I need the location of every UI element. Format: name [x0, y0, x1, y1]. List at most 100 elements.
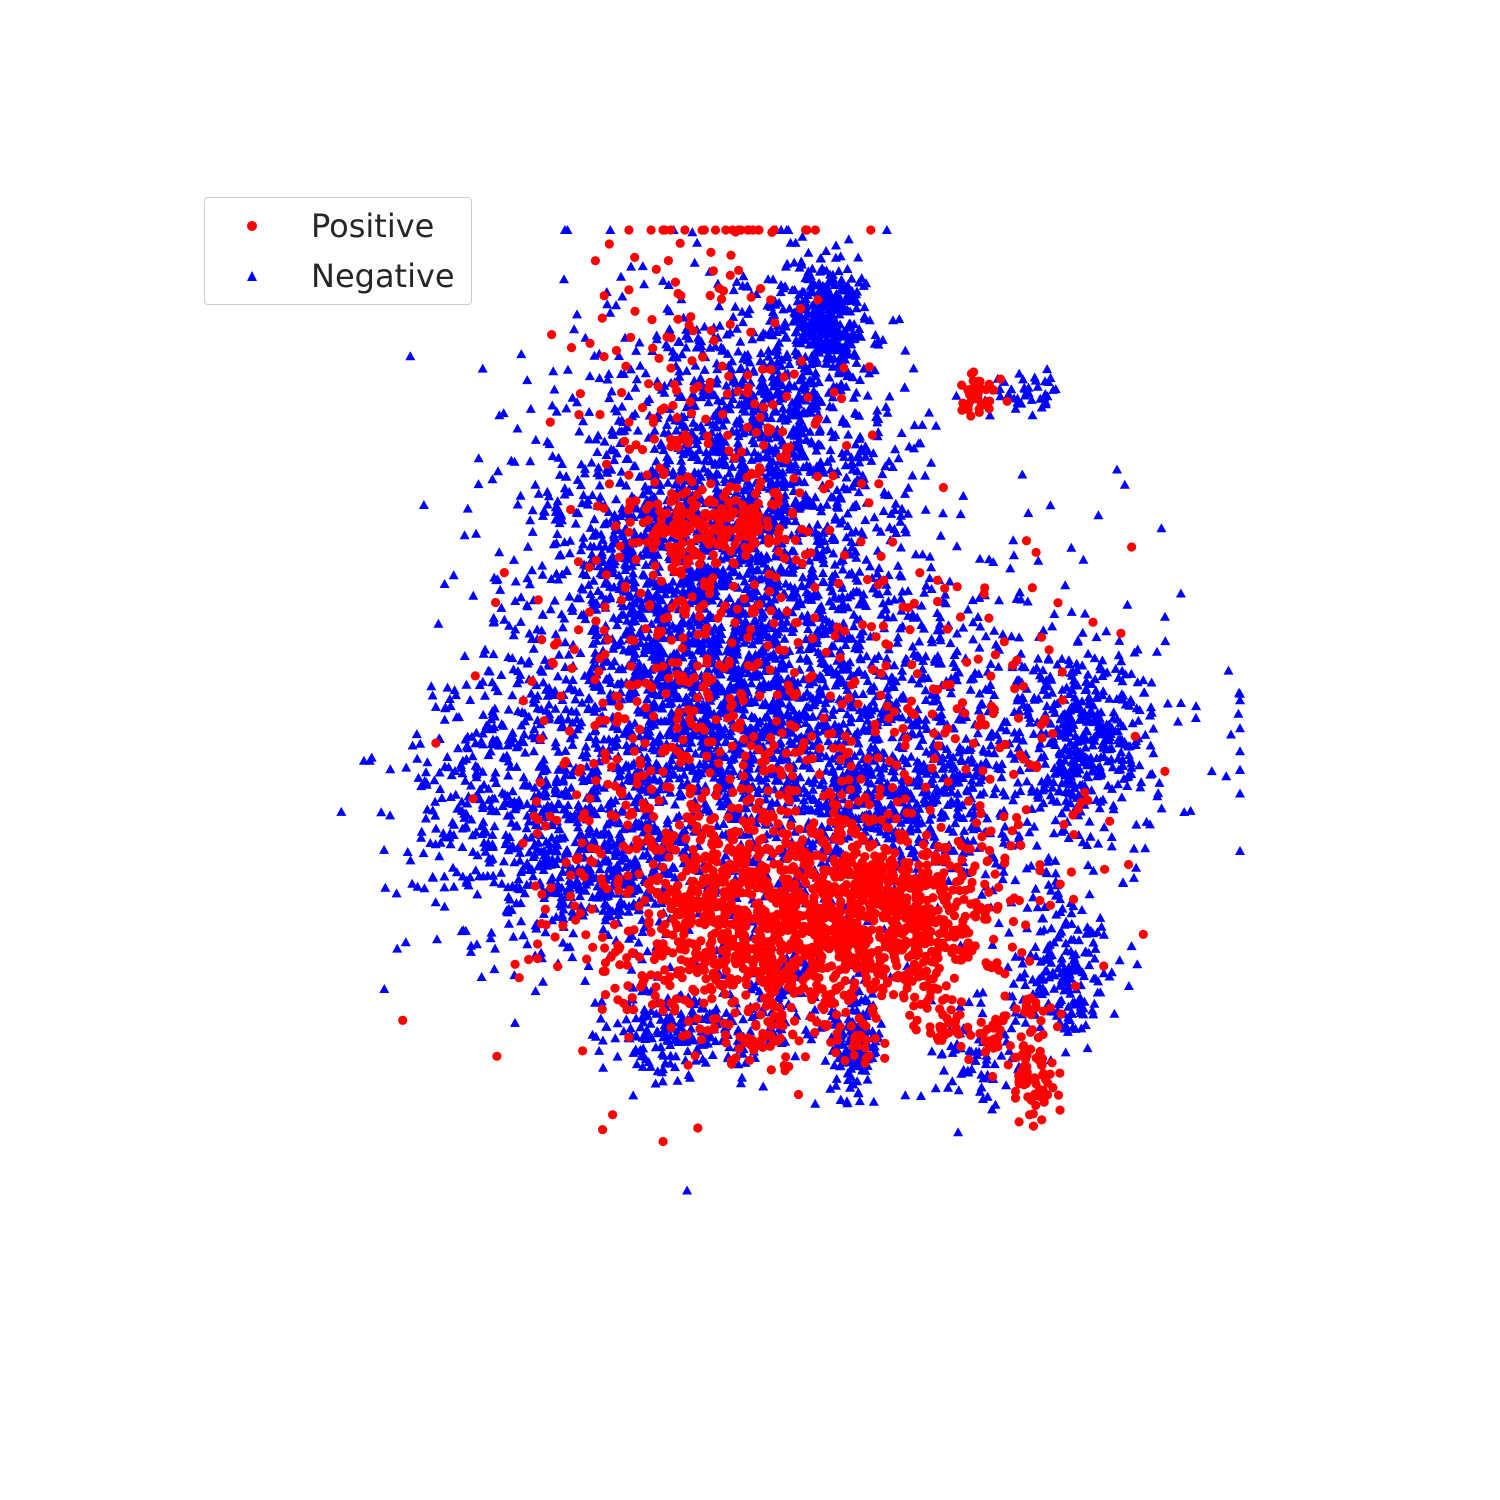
negative-point	[668, 749, 679, 759]
negative-point	[639, 279, 650, 289]
negative-point	[842, 521, 853, 531]
negative-point	[966, 775, 977, 785]
negative-point	[722, 645, 732, 655]
negative-point	[596, 590, 607, 600]
negative-point	[761, 773, 771, 782]
negative-point	[846, 527, 857, 537]
negative-point	[822, 544, 833, 553]
negative-point	[913, 678, 924, 688]
negative-point	[828, 601, 838, 610]
negative-point	[1001, 725, 1012, 735]
negative-point	[651, 456, 662, 466]
negative-point	[642, 946, 653, 956]
negative-point	[1066, 908, 1077, 918]
negative-point	[779, 481, 790, 491]
negative-point	[730, 301, 741, 311]
negative-point	[821, 751, 832, 761]
negative-point	[703, 743, 714, 753]
negative-point	[820, 681, 831, 691]
negative-point	[510, 576, 521, 586]
negative-point	[1031, 840, 1042, 850]
negative-point	[572, 309, 582, 319]
negative-point	[834, 761, 845, 771]
negative-point	[1008, 535, 1019, 545]
negative-point	[522, 573, 533, 583]
negative-point	[962, 786, 973, 796]
negative-point	[776, 225, 787, 234]
negative-point	[655, 479, 666, 489]
negative-point	[855, 746, 866, 756]
negative-point	[676, 455, 687, 465]
negative-point	[816, 808, 827, 818]
negative-point	[772, 432, 782, 442]
negative-point	[812, 519, 823, 529]
negative-point	[817, 550, 828, 560]
negative-point	[439, 579, 450, 588]
negative-point	[589, 514, 600, 524]
negative-point	[449, 685, 460, 695]
negative-point	[545, 604, 556, 614]
negative-point	[655, 730, 665, 740]
negative-point	[551, 537, 562, 547]
negative-point	[1160, 611, 1170, 621]
negative-point	[756, 348, 766, 358]
negative-point	[877, 469, 888, 479]
negative-point	[555, 549, 566, 559]
negative-point	[821, 414, 832, 424]
negative-point	[1093, 510, 1104, 520]
negative-point	[860, 451, 871, 461]
negative-point	[710, 563, 721, 573]
negative-point	[662, 477, 673, 487]
negative-point	[708, 411, 719, 421]
negative-point	[805, 662, 816, 672]
negative-point	[525, 403, 536, 413]
negative-point	[599, 436, 610, 446]
negative-point	[784, 659, 795, 668]
negative-point	[721, 414, 731, 424]
negative-point	[829, 559, 840, 569]
negative-point	[781, 710, 792, 720]
negative-point	[1083, 860, 1094, 870]
negative-point	[733, 437, 743, 447]
negative-point	[581, 570, 592, 579]
negative-point	[667, 346, 678, 356]
negative-point	[803, 776, 814, 786]
negative-point	[711, 483, 722, 493]
negative-point	[1136, 777, 1147, 787]
negative-point	[899, 382, 910, 392]
negative-point	[640, 559, 651, 569]
negative-point	[814, 603, 825, 613]
negative-point	[803, 589, 814, 599]
negative-point	[653, 690, 664, 700]
negative-point	[554, 649, 565, 659]
negative-point	[665, 584, 676, 594]
negative-point	[1223, 665, 1234, 675]
negative-point	[884, 456, 894, 466]
negative-point	[872, 405, 883, 415]
negative-point	[613, 679, 624, 689]
negative-point	[524, 628, 535, 638]
negative-point	[856, 595, 867, 605]
negative-point	[600, 541, 611, 551]
negative-point	[631, 374, 642, 384]
negative-point	[725, 684, 736, 694]
negative-point	[731, 323, 742, 333]
negative-point	[697, 645, 708, 655]
negative-point	[935, 701, 946, 711]
negative-point	[609, 640, 620, 650]
negative-point	[527, 526, 538, 536]
negative-point	[900, 345, 911, 355]
negative-point	[609, 455, 620, 465]
negative-point	[746, 678, 757, 688]
negative-point	[1049, 828, 1059, 838]
negative-point	[926, 457, 937, 467]
negative-point	[773, 878, 784, 888]
negative-point	[592, 468, 603, 477]
negative-point	[584, 692, 595, 702]
negative-point	[584, 434, 594, 444]
negative-point	[703, 664, 713, 674]
negative-point	[528, 643, 539, 653]
negative-point	[788, 560, 799, 570]
negative-point	[900, 488, 910, 498]
